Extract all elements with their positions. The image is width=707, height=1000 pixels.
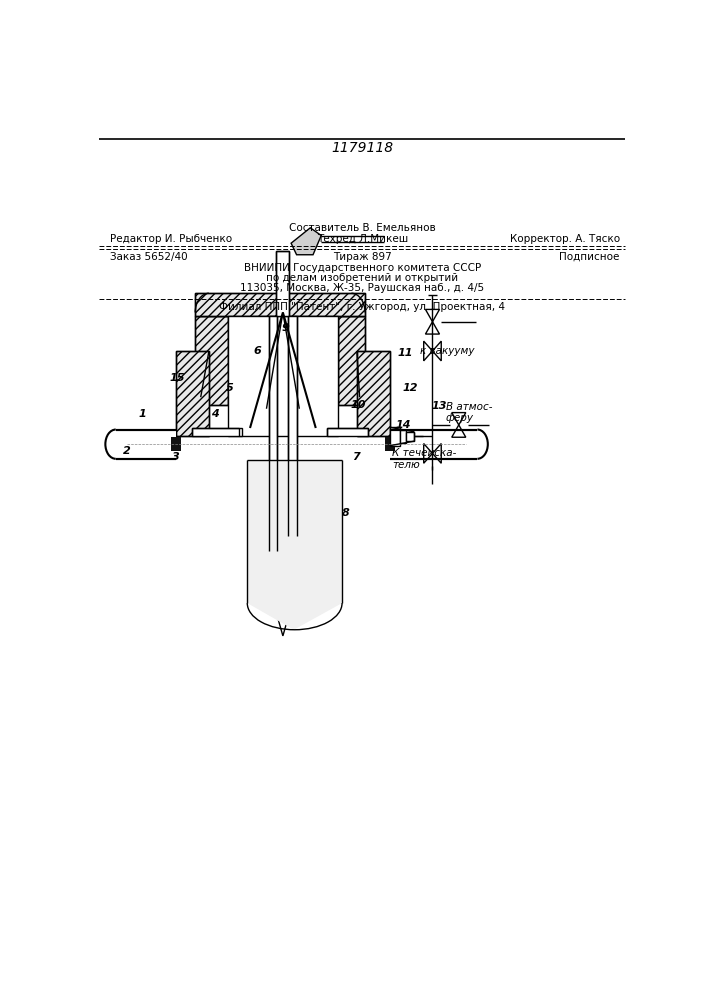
Text: 1179118: 1179118 [332, 141, 393, 155]
Text: Редактор И. Рыбченко: Редактор И. Рыбченко [110, 234, 233, 244]
Bar [357, 351, 390, 436]
Text: 113035, Москва, Ж-35, Раушская наб., д. 4/5: 113035, Москва, Ж-35, Раушская наб., д. … [240, 283, 484, 293]
Polygon shape [433, 444, 441, 463]
Text: Корректор. А. Тяско: Корректор. А. Тяско [510, 234, 620, 244]
Bar [116, 430, 176, 459]
Bar [399, 430, 407, 443]
Bar [357, 351, 390, 436]
Text: 10: 10 [350, 400, 366, 410]
Bar [269, 316, 277, 551]
Bar [288, 316, 297, 536]
Polygon shape [423, 341, 433, 361]
Bar [228, 316, 338, 436]
Text: 4: 4 [211, 409, 218, 419]
Polygon shape [291, 228, 321, 255]
Polygon shape [426, 322, 440, 334]
Text: 6: 6 [253, 346, 261, 356]
Text: ВНИИПИ Государственного комитета СССР: ВНИИПИ Государственного комитета СССР [244, 263, 481, 273]
Polygon shape [423, 444, 433, 463]
Text: 8: 8 [342, 508, 350, 518]
Bar [195, 293, 365, 316]
Bar [390, 430, 477, 459]
Bar [385, 437, 395, 451]
Polygon shape [452, 425, 466, 437]
Text: 15: 15 [170, 373, 185, 383]
Text: 14: 14 [396, 420, 411, 430]
Polygon shape [433, 341, 441, 361]
Text: Подписное: Подписное [559, 252, 620, 262]
Text: 5: 5 [226, 383, 233, 393]
Bar [192, 428, 242, 436]
Text: В атмос-
феру: В атмос- феру [445, 402, 492, 423]
Bar [176, 351, 209, 436]
Text: К течеиска-
телю: К течеиска- телю [392, 448, 457, 470]
Bar [338, 316, 365, 405]
Text: 11: 11 [397, 348, 413, 358]
Circle shape [309, 461, 322, 480]
Text: 2: 2 [123, 446, 131, 456]
Text: 3: 3 [173, 452, 180, 462]
Text: 13: 13 [431, 401, 447, 411]
Bar [338, 316, 365, 405]
Text: 1: 1 [138, 409, 146, 419]
Bar [171, 437, 181, 451]
Bar [195, 293, 365, 316]
Bar [276, 251, 289, 316]
Bar [390, 427, 399, 446]
Text: к вакууму: к вакууму [420, 346, 474, 356]
Text: по делам изобретений и открытий: по делам изобретений и открытий [267, 273, 458, 283]
Text: Заказ 5652/40: Заказ 5652/40 [110, 252, 188, 262]
Text: 9: 9 [282, 323, 289, 333]
Bar [195, 316, 228, 405]
Bar [327, 428, 368, 436]
Bar [176, 351, 209, 436]
Polygon shape [452, 413, 466, 425]
Text: Филиал ППП "Патент", г. Ужгород, ул. Проектная, 4: Филиал ППП "Патент", г. Ужгород, ул. Про… [219, 302, 506, 312]
Text: Тираж 897: Тираж 897 [333, 252, 392, 262]
Bar [195, 316, 228, 405]
Bar [407, 432, 414, 441]
Text: 12: 12 [403, 383, 419, 393]
Text: Составитель В. Емельянов: Составитель В. Емельянов [289, 223, 436, 233]
Polygon shape [426, 309, 440, 322]
Text: 7: 7 [352, 452, 360, 462]
Polygon shape [247, 460, 342, 630]
Text: Техред Л.Микеш: Техред Л.Микеш [317, 234, 408, 244]
Polygon shape [269, 536, 297, 636]
